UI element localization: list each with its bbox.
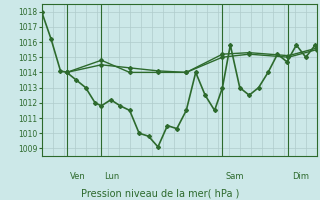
Text: Lun: Lun [105,172,120,181]
Text: Pression niveau de la mer( hPa ): Pression niveau de la mer( hPa ) [81,188,239,198]
Text: Dim: Dim [292,172,309,181]
Text: Sam: Sam [226,172,244,181]
Text: Ven: Ven [70,172,86,181]
